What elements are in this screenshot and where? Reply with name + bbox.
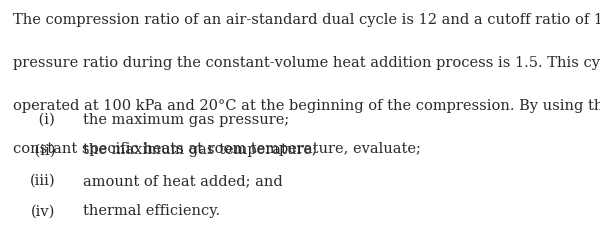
Text: pressure ratio during the constant-volume heat addition process is 1.5. This cyc: pressure ratio during the constant-volum…: [13, 56, 600, 70]
Text: (ii): (ii): [29, 143, 55, 157]
Text: (i): (i): [34, 112, 55, 126]
Text: operated at 100 kPa and 20°C at the beginning of the compression. By using the: operated at 100 kPa and 20°C at the begi…: [13, 98, 600, 112]
Text: constant specific heats at room temperature, evaluate;: constant specific heats at room temperat…: [13, 142, 421, 156]
Text: (iv): (iv): [31, 204, 55, 218]
Text: the maximum gas pressure;: the maximum gas pressure;: [83, 112, 289, 126]
Text: (iii): (iii): [29, 173, 55, 187]
Text: amount of heat added; and: amount of heat added; and: [83, 173, 283, 187]
Text: thermal efficiency.: thermal efficiency.: [83, 204, 220, 218]
Text: the maximum gas temperature;: the maximum gas temperature;: [83, 143, 317, 157]
Text: The compression ratio of an air-standard dual cycle is 12 and a cutoff ratio of : The compression ratio of an air-standard…: [13, 13, 600, 27]
